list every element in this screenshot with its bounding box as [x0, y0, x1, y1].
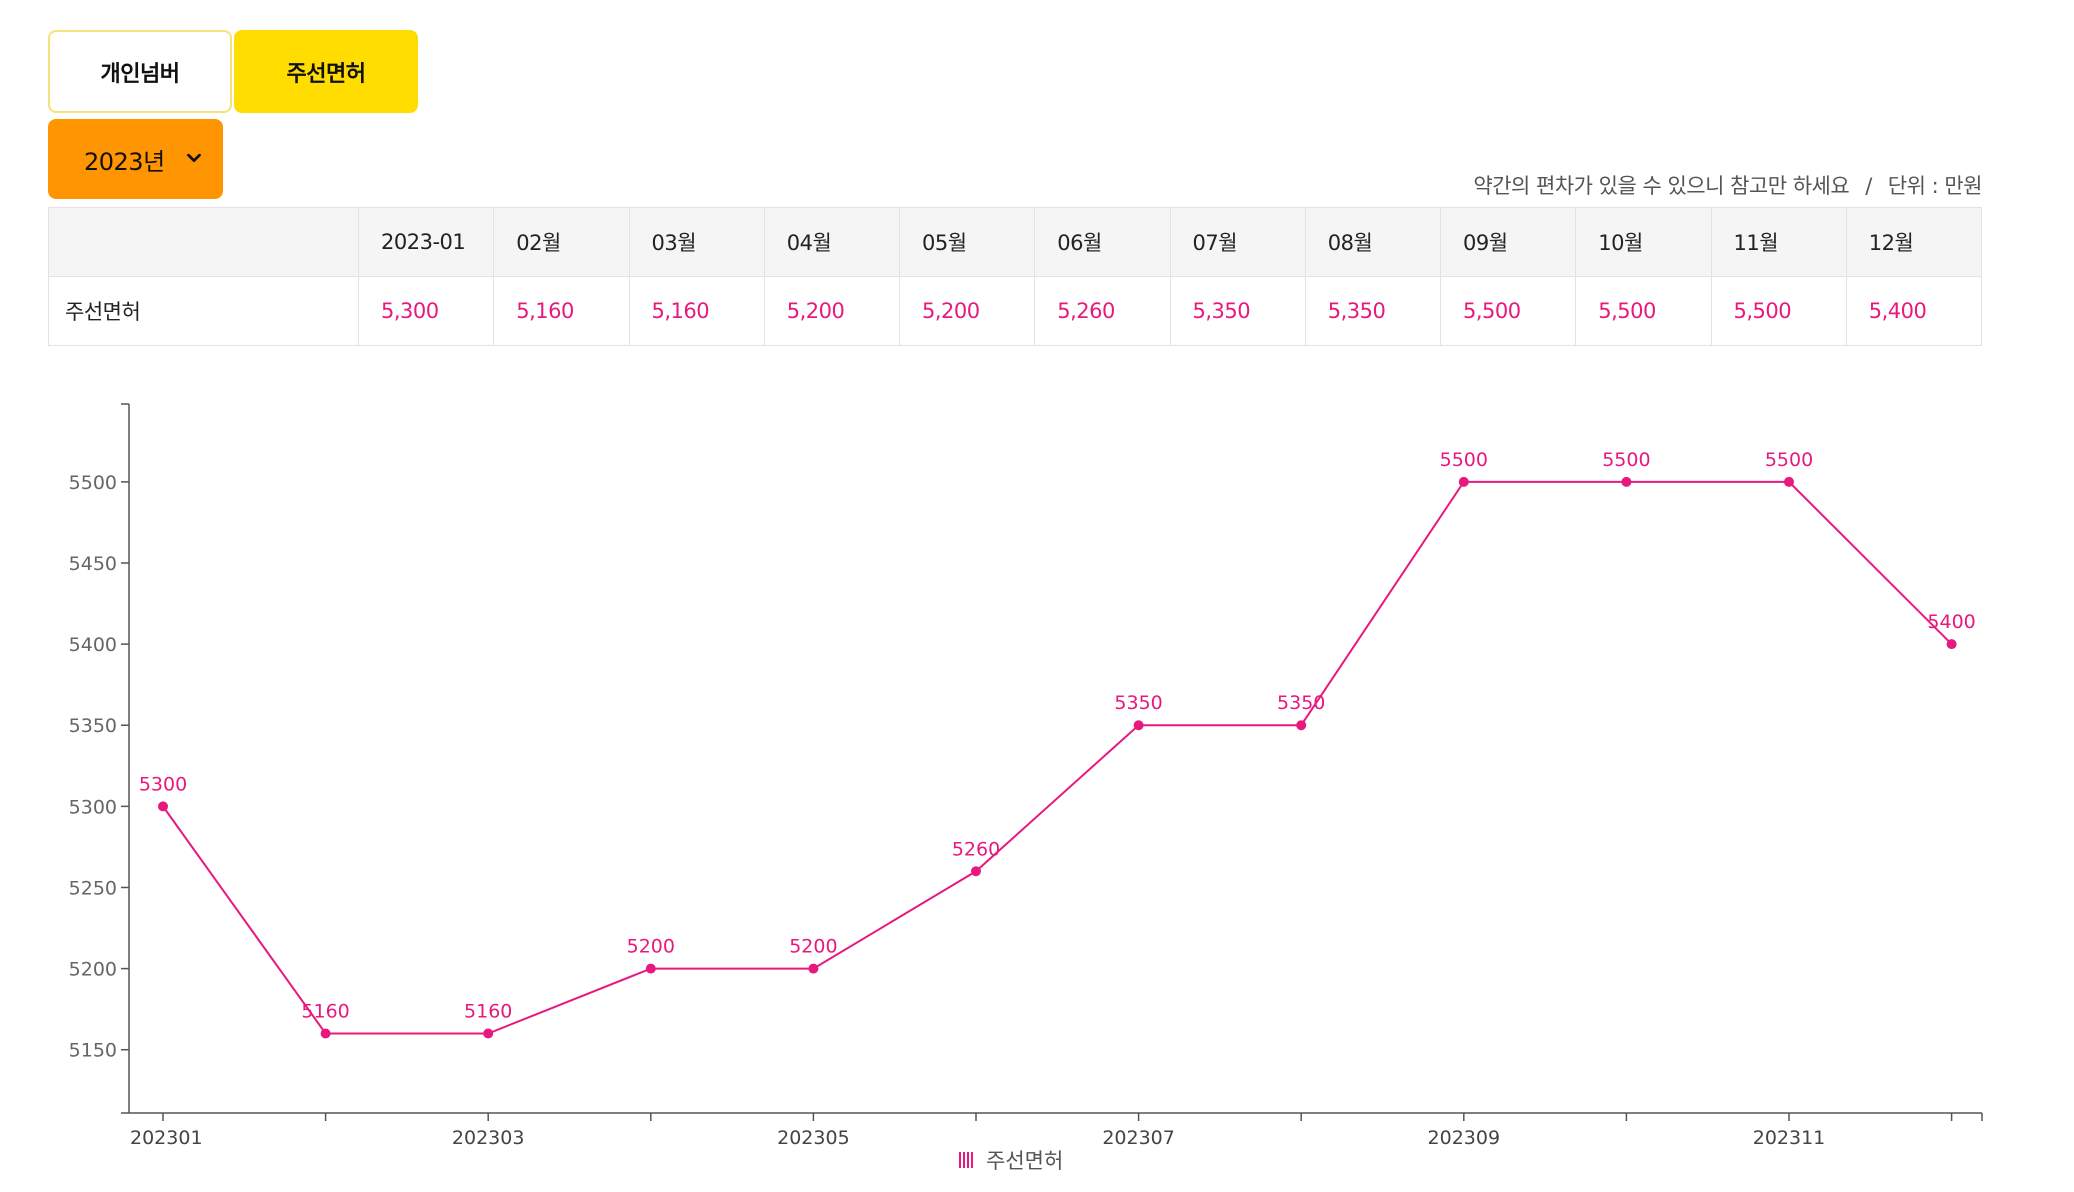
data-label: 5350 — [1277, 692, 1325, 714]
data-point — [645, 963, 656, 974]
table-cell-price: 5,400 — [1845, 276, 1983, 346]
x-tick-label: 202311 — [1753, 1127, 1826, 1149]
data-label: 5300 — [139, 773, 187, 795]
x-tick-label: 202303 — [452, 1127, 525, 1149]
x-tick-label: 202309 — [1428, 1127, 1501, 1149]
data-label: 5160 — [301, 1001, 349, 1023]
y-tick-label: 5200 — [69, 959, 117, 981]
data-label: 5500 — [1440, 449, 1488, 471]
table-row-label: 주선면허 — [48, 276, 359, 346]
series-line — [162, 480, 1953, 1035]
legend-label: 주선면허 — [986, 1149, 1063, 1173]
table-header-month: 09월 — [1439, 207, 1577, 277]
table-cell-price: 5,500 — [1710, 276, 1847, 346]
table-header-month: 05월 — [898, 207, 1036, 277]
data-label: 5160 — [464, 1001, 512, 1023]
x-tick-label: 202307 — [1102, 1127, 1175, 1149]
year-select-value: 2023년 — [84, 147, 165, 176]
table-header-month: 11월 — [1710, 207, 1847, 277]
data-point — [483, 1028, 494, 1039]
table-header-month: 02월 — [493, 207, 630, 277]
y-tick-label: 5250 — [69, 877, 117, 899]
table-header-month: 06월 — [1034, 207, 1171, 277]
table-header-month: 12월 — [1845, 207, 1983, 277]
table-cell-price: 5,200 — [898, 276, 1036, 346]
y-tick-label: 5150 — [69, 1040, 117, 1062]
notice: 약간의 편차가 있을 수 있으니 참고만 하세요 / 단위 : 만원 — [1473, 170, 1982, 200]
table-cell-price: 5,300 — [357, 276, 495, 346]
data-point — [971, 866, 981, 877]
license-tabs: 개인넘버 주선면허 — [48, 30, 418, 113]
table-header-month: 07월 — [1169, 207, 1306, 277]
data-label: 5260 — [952, 838, 1000, 860]
data-label: 5200 — [789, 936, 837, 958]
table-cell-price: 5,200 — [763, 276, 901, 346]
table-cell-price: 5,350 — [1169, 276, 1306, 346]
data-point — [1296, 720, 1307, 731]
table-cell-price: 5,260 — [1034, 276, 1171, 346]
data-point — [1621, 476, 1632, 487]
data-point — [1784, 476, 1794, 487]
table-header-month: 08월 — [1304, 207, 1442, 277]
data-label: 5350 — [1114, 692, 1162, 714]
notice-text: 약간의 편차가 있을 수 있으니 참고만 하세요 — [1473, 174, 1850, 198]
table-cell-price: 5,500 — [1575, 276, 1712, 346]
tab-personal-number[interactable]: 개인넘버 — [48, 30, 232, 113]
notice-separator: / — [1865, 174, 1872, 198]
data-label: 5500 — [1602, 449, 1650, 471]
y-tick-label: 5500 — [69, 472, 117, 494]
table-header-row: 2023-01 02월 03월 04월 05월 06월 07월 08월 09월 … — [48, 207, 1983, 277]
table-cell-price: 5,500 — [1439, 276, 1577, 346]
y-tick-label: 5400 — [69, 634, 117, 656]
price-line-chart: 5150 5200 5250 5300 5350 5400 5450 5500 202301 20… — [69, 403, 1983, 1173]
price-table: 2023-01 02월 03월 04월 05월 06월 07월 08월 09월 … — [48, 207, 1983, 346]
data-label: 5400 — [1927, 611, 1975, 633]
table-row: 주선면허 5,300 5,160 5,160 5,200 5,200 5,260… — [48, 276, 1983, 346]
x-tick-label: 202305 — [777, 1127, 850, 1149]
data-label: 5200 — [627, 936, 675, 958]
table-cell-price: 5,350 — [1304, 276, 1442, 346]
table-header-month: 2023-01 — [357, 207, 495, 277]
table-header-month: 03월 — [628, 207, 765, 277]
chevron-down-icon — [187, 153, 201, 163]
data-point — [1458, 476, 1469, 487]
y-tick-label: 5300 — [69, 796, 117, 818]
table-header-empty — [48, 207, 359, 277]
table-header-month: 10월 — [1575, 207, 1712, 277]
data-point — [808, 963, 819, 974]
tab-forwarding-license[interactable]: 주선면허 — [234, 30, 418, 113]
data-point — [1946, 639, 1957, 650]
table-cell-price: 5,160 — [493, 276, 630, 346]
year-select[interactable]: 2023년 — [48, 119, 223, 199]
y-tick-label: 5450 — [69, 553, 117, 575]
data-point — [1133, 720, 1144, 731]
table-cell-price: 5,160 — [628, 276, 765, 346]
data-point — [320, 1028, 331, 1039]
y-tick-label: 5350 — [69, 715, 117, 737]
x-tick-label: 202301 — [130, 1127, 203, 1149]
data-label: 5500 — [1765, 449, 1813, 471]
unit-label: 단위 : 만원 — [1887, 174, 1983, 198]
data-point — [158, 801, 168, 812]
table-header-month: 04월 — [763, 207, 901, 277]
